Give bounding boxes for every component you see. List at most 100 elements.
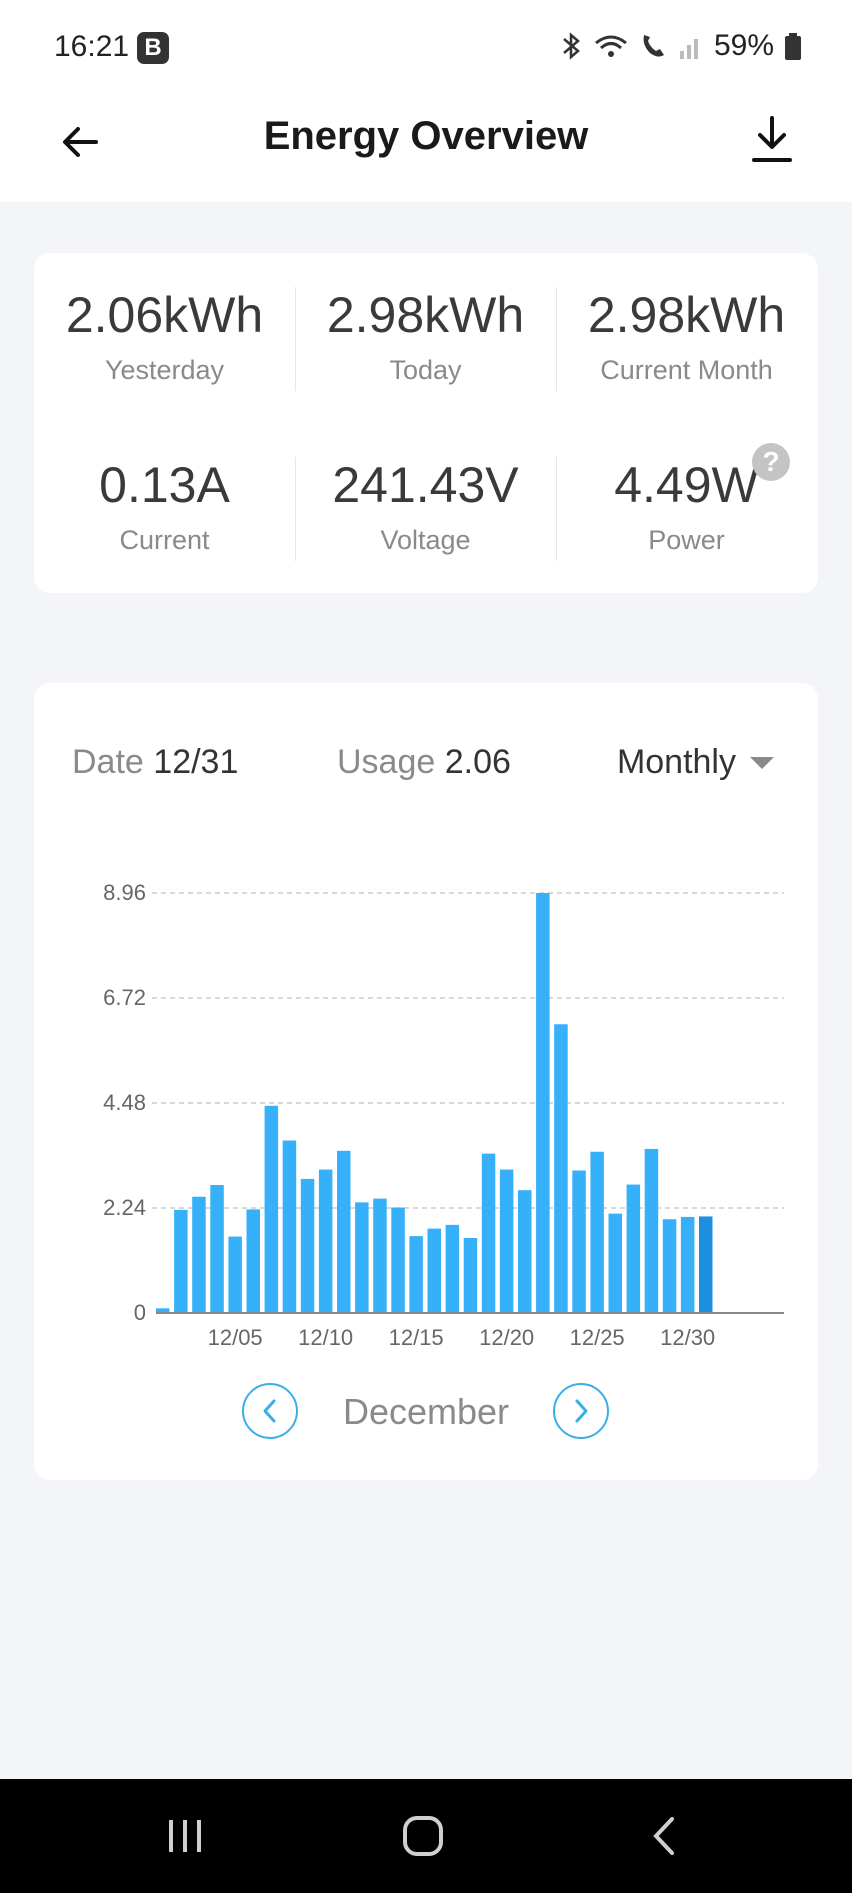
bar-12-30[interactable] (680, 1216, 695, 1313)
bar-12-18[interactable] (463, 1238, 478, 1313)
stat-current: 0.13A Current (34, 455, 295, 556)
usage-bar-chart: 0 2.24 4.48 6.72 8.96 12/05 12/10 12/15 12/20 12/… (103, 880, 784, 1350)
bar-12-10[interactable] (318, 1169, 333, 1313)
x-tick-label: 12/20 (479, 1325, 534, 1350)
bar-12-08[interactable] (282, 1140, 297, 1314)
bar-12-17[interactable] (445, 1224, 460, 1313)
bar-12-21[interactable] (518, 1190, 532, 1313)
y-tick-label: 0 (134, 1300, 146, 1325)
battery-icon (785, 33, 801, 60)
wifi-call-icon (643, 35, 664, 57)
x-tick-label: 12/25 (570, 1325, 625, 1350)
bar-12-06[interactable] (246, 1209, 261, 1313)
bar-12-26[interactable] (608, 1213, 623, 1313)
bar-12-20[interactable] (499, 1169, 514, 1313)
wifi-icon (595, 35, 627, 57)
bar-12-25[interactable] (590, 1151, 604, 1313)
back-chevron-icon (653, 1817, 674, 1855)
bluetooth-icon (563, 32, 580, 60)
period-dropdown-value: Monthly (616, 743, 736, 781)
x-tick-label: 12/15 (389, 1325, 444, 1350)
bar-12-27[interactable] (626, 1184, 641, 1313)
bar-12-03[interactable] (192, 1196, 206, 1313)
stat-label: Current (119, 525, 210, 555)
bar-12-09[interactable] (300, 1178, 315, 1313)
bar-12-29[interactable] (662, 1219, 677, 1313)
usage-value: 2.06 (444, 743, 511, 781)
date-label: Date (72, 743, 144, 781)
signal-icon (679, 39, 698, 59)
stat-voltage: 241.43V Voltage (295, 455, 556, 556)
stat-label: Power (648, 525, 725, 555)
divider (295, 457, 296, 561)
bar-12-24[interactable] (572, 1170, 586, 1314)
status-bar: 16:21 B 59% (0, 0, 852, 96)
stat-label: Today (389, 355, 462, 385)
stat-label: Current Month (600, 355, 773, 385)
download-icon[interactable] (748, 114, 796, 166)
stat-label: Yesterday (104, 355, 225, 385)
divider (556, 457, 557, 561)
bar-12-22[interactable] (536, 893, 550, 1313)
help-question-icon[interactable]: ? (752, 443, 790, 481)
bar-12-16[interactable] (427, 1228, 442, 1313)
bar-12-01[interactable] (156, 1308, 170, 1313)
home-icon (403, 1816, 443, 1856)
stat-current-month: 2.98kWh Current Month (556, 285, 817, 386)
x-tick-label: 12/05 (208, 1325, 263, 1350)
x-tick-label: 12/30 (660, 1325, 715, 1350)
date-value: 12/31 (153, 743, 239, 781)
period-dropdown[interactable]: Monthly (617, 743, 774, 782)
back-button[interactable] (603, 1779, 723, 1893)
recent-apps-button[interactable] (125, 1779, 245, 1893)
stat-power: 4.49W Power (556, 455, 817, 556)
home-button[interactable] (363, 1779, 483, 1893)
stat-today: 2.98kWh Today (295, 285, 556, 386)
divider (556, 287, 557, 391)
selected-usage: Usage 2.06 (337, 743, 511, 782)
divider (295, 287, 296, 391)
caret-down-icon (750, 756, 774, 769)
back-arrow-icon[interactable] (56, 118, 104, 166)
bar-12-19[interactable] (481, 1153, 496, 1313)
bar-12-12[interactable] (355, 1202, 369, 1313)
stat-label: Voltage (380, 525, 471, 555)
chevron-left-icon (263, 1399, 276, 1423)
bar-12-02[interactable] (174, 1209, 188, 1313)
page-title: Energy Overview (263, 114, 589, 158)
y-tick-label: 8.96 (103, 880, 146, 905)
bar-12-04[interactable] (210, 1185, 224, 1313)
usage-chart-card: Date 12/31 Usage 2.06 Monthly 0 2.24 4.48 6… (34, 683, 818, 1480)
bar-12-11[interactable] (337, 1150, 351, 1313)
bar-12-28[interactable] (644, 1148, 659, 1313)
bar-12-31[interactable] (699, 1216, 713, 1313)
chevron-right-icon (575, 1399, 588, 1423)
stat-value: 4.49W (614, 457, 759, 513)
month-navigation: December (34, 1383, 818, 1443)
x-tick-label: 12/10 (298, 1325, 353, 1350)
status-icons: 59% (560, 26, 802, 66)
bar-12-13[interactable] (373, 1198, 387, 1313)
status-time: 16:21 (54, 30, 130, 63)
month-label: December (342, 1391, 510, 1432)
battery-percent: 59% (713, 29, 774, 62)
next-month-button[interactable] (553, 1383, 609, 1439)
y-tick-label: 2.24 (103, 1195, 146, 1220)
system-navigation-bar (0, 1779, 852, 1893)
stat-value: 2.98kWh (326, 287, 525, 343)
app-badge-icon: B (137, 32, 169, 64)
stat-value: 241.43V (332, 457, 519, 513)
bar-12-14[interactable] (391, 1207, 405, 1313)
bar-12-07[interactable] (264, 1105, 279, 1313)
bar-12-23[interactable] (554, 1024, 568, 1313)
bar-12-05[interactable] (228, 1236, 242, 1313)
bar-12-15[interactable] (409, 1236, 423, 1313)
usage-label: Usage (337, 743, 436, 781)
previous-month-button[interactable] (242, 1383, 298, 1439)
y-tick-label: 6.72 (103, 985, 146, 1010)
y-tick-label: 4.48 (103, 1090, 146, 1115)
app-header: Energy Overview (0, 96, 852, 202)
energy-stats-card: 2.06kWh Yesterday 2.98kWh Today 2.98kWh … (34, 253, 818, 593)
stat-value: 2.06kWh (65, 287, 264, 343)
stat-yesterday: 2.06kWh Yesterday (34, 285, 295, 386)
